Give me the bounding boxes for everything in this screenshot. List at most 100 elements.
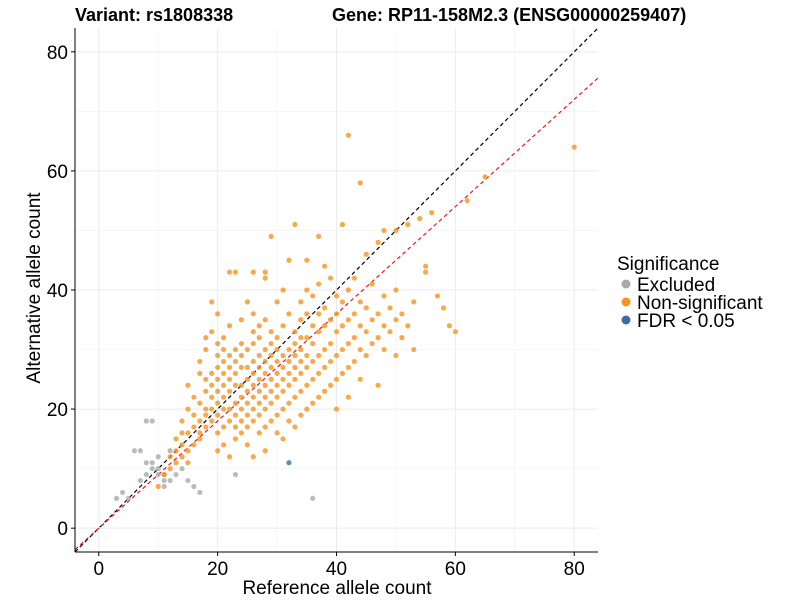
point-non-significant	[357, 346, 363, 353]
point-non-significant	[381, 227, 387, 234]
point-non-significant	[322, 346, 328, 353]
point-non-significant	[280, 388, 286, 394]
point-non-significant	[244, 388, 250, 394]
point-non-significant	[226, 352, 233, 359]
point-non-significant	[256, 400, 262, 406]
y-tick-label: 80	[47, 43, 68, 64]
point-non-significant	[286, 382, 292, 388]
point-non-significant	[375, 239, 381, 245]
point-non-significant	[179, 454, 185, 460]
point-non-significant	[256, 388, 262, 394]
point-non-significant	[262, 406, 268, 412]
point-non-significant	[262, 448, 268, 454]
point-non-significant	[423, 263, 429, 269]
point-non-significant	[339, 346, 346, 353]
point-non-significant	[173, 460, 179, 466]
point-non-significant	[268, 364, 274, 371]
point-non-significant	[571, 144, 577, 150]
legend-title: Significance	[617, 254, 719, 275]
point-non-significant	[238, 340, 245, 347]
point-non-significant	[226, 406, 233, 412]
point-non-significant	[298, 388, 304, 394]
point-non-significant	[405, 221, 411, 228]
point-non-significant	[226, 388, 233, 394]
point-non-significant	[339, 370, 346, 376]
point-excluded	[161, 483, 167, 490]
point-non-significant	[333, 352, 340, 359]
point-excluded	[167, 477, 173, 484]
point-non-significant	[232, 424, 239, 430]
point-non-significant	[357, 376, 363, 382]
point-non-significant	[351, 275, 357, 281]
point-non-significant	[292, 221, 298, 228]
point-non-significant	[322, 263, 328, 269]
point-non-significant	[232, 358, 239, 365]
legend-key-non-significant	[621, 297, 631, 307]
point-non-significant	[405, 323, 411, 329]
point-non-significant	[369, 281, 375, 287]
point-non-significant	[256, 364, 262, 371]
x-tick-label: 40	[326, 559, 347, 580]
point-non-significant	[363, 329, 369, 335]
point-non-significant	[209, 418, 215, 424]
point-excluded	[197, 489, 203, 496]
point-excluded	[173, 471, 179, 478]
point-non-significant	[250, 358, 256, 365]
point-non-significant	[220, 370, 227, 376]
point-non-significant	[250, 311, 256, 317]
point-excluded	[137, 477, 143, 484]
point-non-significant	[250, 418, 256, 424]
point-non-significant	[215, 448, 221, 454]
point-non-significant	[286, 257, 292, 263]
point-non-significant	[226, 269, 233, 275]
point-non-significant	[298, 358, 304, 365]
point-non-significant	[280, 323, 286, 329]
point-non-significant	[292, 424, 298, 430]
point-non-significant	[316, 370, 322, 376]
point-non-significant	[268, 400, 274, 406]
point-non-significant	[197, 370, 203, 376]
point-non-significant	[268, 376, 274, 382]
point-non-significant	[298, 370, 304, 376]
point-non-significant	[446, 323, 453, 329]
point-non-significant	[333, 293, 340, 299]
point-non-significant	[203, 346, 209, 353]
point-non-significant	[274, 358, 280, 365]
point-non-significant	[185, 430, 191, 436]
point-non-significant	[280, 364, 286, 371]
point-non-significant	[482, 174, 488, 180]
point-excluded	[310, 495, 316, 502]
point-non-significant	[327, 340, 334, 347]
point-non-significant	[256, 376, 262, 382]
point-non-significant	[250, 269, 256, 275]
point-non-significant	[197, 358, 203, 365]
point-non-significant	[226, 323, 233, 329]
point-non-significant	[203, 376, 209, 382]
point-non-significant	[304, 352, 310, 359]
point-non-significant	[268, 233, 274, 240]
point-non-significant	[185, 460, 191, 466]
point-non-significant	[327, 382, 334, 388]
point-excluded	[143, 460, 149, 466]
point-non-significant	[363, 305, 369, 311]
point-non-significant	[262, 275, 268, 281]
point-non-significant	[434, 293, 441, 299]
point-non-significant	[381, 346, 387, 353]
point-non-significant	[244, 299, 250, 305]
point-non-significant	[191, 442, 197, 448]
point-non-significant	[203, 335, 209, 341]
point-non-significant	[250, 370, 256, 376]
point-non-significant	[220, 382, 227, 388]
point-non-significant	[316, 394, 322, 400]
legend-label-non-significant: Non-significant	[637, 293, 763, 314]
y-tick-label: 40	[47, 281, 68, 302]
point-non-significant	[286, 418, 292, 424]
point-non-significant	[286, 311, 292, 317]
y-axis-title: Alternative allele count	[24, 192, 45, 384]
point-non-significant	[345, 132, 351, 138]
point-non-significant	[345, 340, 351, 347]
point-non-significant	[173, 436, 179, 442]
point-non-significant	[220, 442, 227, 448]
point-non-significant	[327, 317, 334, 323]
